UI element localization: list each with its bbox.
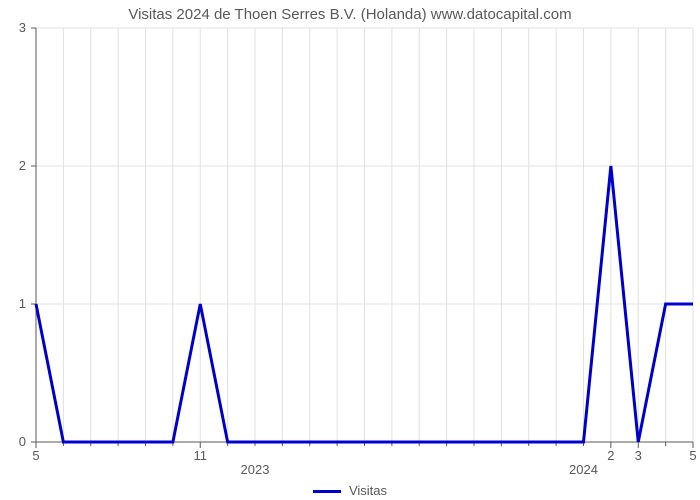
line-chart — [0, 0, 700, 500]
x-tick-label: 3 — [618, 448, 658, 463]
y-tick-label: 3 — [0, 20, 26, 35]
legend-label: Visitas — [349, 483, 387, 498]
y-tick-label: 2 — [0, 158, 26, 173]
chart-legend: Visitas — [0, 483, 700, 498]
x-tick-label: 11 — [180, 448, 220, 463]
y-tick-label: 1 — [0, 296, 26, 311]
legend-swatch — [313, 490, 341, 493]
x-tick-label: 5 — [673, 448, 700, 463]
x-year-label: 2024 — [554, 462, 614, 477]
y-tick-label: 0 — [0, 434, 26, 449]
x-tick-label: 5 — [16, 448, 56, 463]
x-year-label: 2023 — [225, 462, 285, 477]
